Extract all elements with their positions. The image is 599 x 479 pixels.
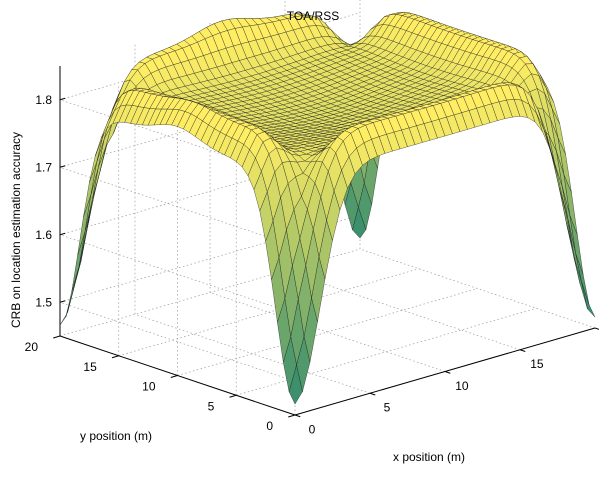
z-tick-label: 1.8: [35, 93, 52, 107]
x-grid-line: [134, 313, 371, 394]
x-grid-line: [284, 270, 521, 351]
y-grid-line: [177, 288, 478, 376]
z-tick-mark: [59, 165, 66, 168]
y-tick-mark: [53, 335, 61, 339]
surface-mesh: [59, 11, 596, 405]
z-axis-label: CRB on location estimation accuracy: [9, 132, 23, 328]
z-grid-line: [59, 166, 296, 247]
z-tick-mark: [59, 232, 66, 236]
x-tick-mark: [594, 327, 599, 330]
tick-labels: 0510152051015201.51.61.71.8: [25, 93, 544, 437]
y-tick-label: 10: [142, 380, 156, 394]
x-tick-mark: [294, 414, 301, 418]
x-grid-line: [359, 248, 596, 329]
z-tick-label: 1.7: [35, 160, 52, 174]
x-axis-label: x position (m): [393, 450, 465, 464]
y-tick-mark: [170, 375, 178, 378]
x-tick-mark: [519, 349, 526, 353]
y-tick-label: 5: [208, 399, 215, 413]
y-axis-label: y position (m): [80, 429, 152, 443]
y-tick-mark: [111, 355, 119, 359]
surface-patch: [575, 253, 590, 305]
chart-title: TOA/RSS: [287, 9, 339, 23]
y-tick-label: 15: [83, 360, 97, 374]
y-grid-line: [118, 268, 419, 357]
x-grid-line: [209, 292, 446, 372]
axes-box: [53, 66, 599, 418]
z-tick-mark: [59, 97, 66, 101]
y-tick-label: 20: [25, 340, 39, 354]
surface-patch: [581, 282, 596, 318]
x-tick-label: 10: [455, 379, 469, 393]
surface-patch: [71, 231, 86, 292]
y-tick-label: 0: [266, 419, 273, 433]
x-tick-label: 5: [384, 401, 391, 415]
x-tick-mark: [369, 392, 376, 396]
z-tick-label: 1.6: [35, 228, 52, 242]
x-tick-label: 15: [530, 357, 544, 371]
z-grid-line: [59, 301, 296, 382]
z-tick-label: 1.5: [35, 295, 52, 309]
z-grid-line: [59, 234, 296, 315]
surface-patch: [77, 194, 92, 256]
y-tick-mark: [288, 414, 296, 418]
x-tick-label: 0: [309, 422, 316, 436]
y-tick-mark: [229, 394, 237, 398]
z-tick-mark: [59, 300, 66, 303]
y-grid-line: [236, 307, 537, 396]
x-tick-mark: [444, 371, 451, 374]
